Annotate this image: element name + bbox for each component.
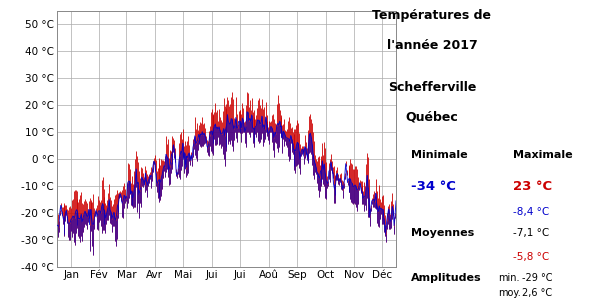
Text: Moyennes: Moyennes [411, 228, 474, 238]
Text: Maximale: Maximale [513, 150, 572, 160]
Text: min.: min. [498, 273, 520, 283]
Text: Québec: Québec [406, 111, 458, 124]
Text: moy.: moy. [498, 288, 521, 298]
Text: Minimale: Minimale [411, 150, 467, 160]
Text: Températures de: Températures de [373, 9, 491, 22]
Text: -34 °C: -34 °C [411, 180, 456, 193]
Text: 23 °C: 23 °C [513, 180, 552, 193]
Text: -5,8 °C: -5,8 °C [513, 252, 549, 262]
Text: -29 °C: -29 °C [522, 273, 553, 283]
Text: 2,6 °C: 2,6 °C [522, 288, 552, 298]
Text: Schefferville: Schefferville [388, 81, 476, 94]
Text: l'année 2017: l'année 2017 [386, 39, 478, 52]
Text: -7,1 °C: -7,1 °C [513, 228, 549, 238]
Text: Amplitudes: Amplitudes [411, 273, 482, 283]
Text: -8,4 °C: -8,4 °C [513, 207, 549, 217]
